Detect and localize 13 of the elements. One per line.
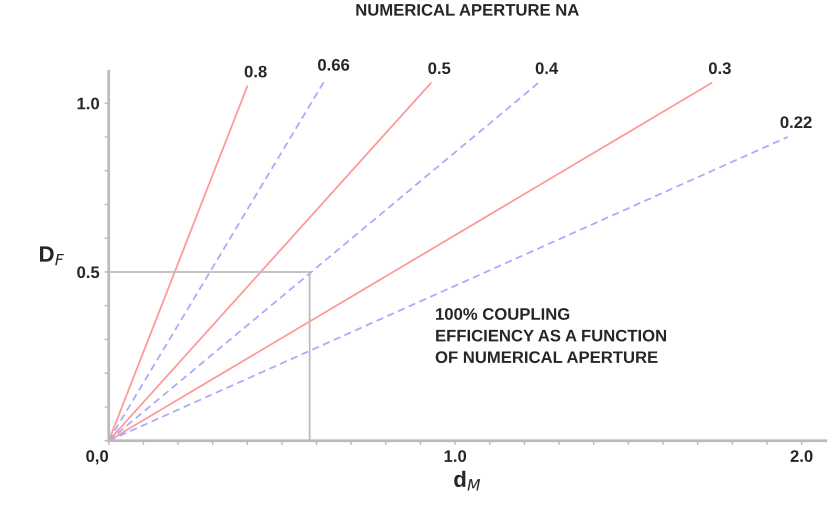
series-label: 0.3 [708, 62, 731, 74]
x-axis-title: d$_{M}$ [454, 470, 480, 490]
series-label: 0.66 [318, 58, 350, 71]
series-label: 0.8 [244, 66, 267, 78]
annotation: 100% COUPLING EFFICIENCY AS A FUNCTION OF NUMERICAL APERTURE [436, 308, 666, 364]
x-tick-label: 2.0 [790, 450, 812, 462]
x-tick-label: 0,0 [86, 450, 108, 464]
x-tick-label: 1.0 [444, 450, 466, 462]
series-label: 0.4 [536, 62, 558, 74]
y-axis-title: D$_{F}$ [40, 246, 64, 266]
chart-title: NUMERICAL APERTURE NA [356, 4, 579, 16]
series-label: 0.5 [428, 62, 450, 74]
series-label: 0.22 [780, 116, 812, 128]
